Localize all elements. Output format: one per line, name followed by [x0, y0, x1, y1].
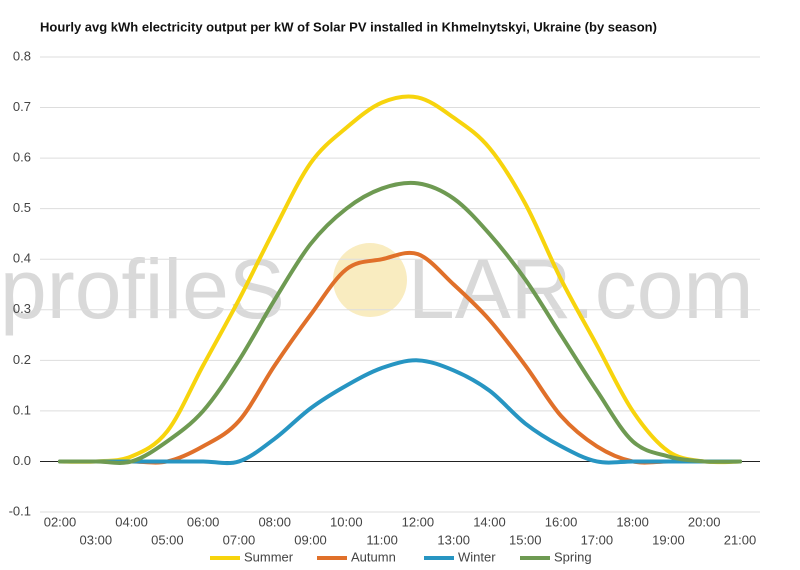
watermark: profileS: [0, 242, 285, 336]
x-tick-label: 06:00: [187, 514, 220, 529]
y-tick-label: 0.5: [13, 200, 31, 215]
x-tick-label: 13:00: [437, 532, 470, 547]
y-tick-label: 0.7: [13, 99, 31, 114]
x-tick-label: 17:00: [581, 532, 614, 547]
legend-label: Autumn: [351, 549, 396, 564]
y-tick-label: 0.8: [13, 48, 31, 63]
legend-label: Summer: [244, 549, 294, 564]
x-tick-label: 20:00: [688, 514, 721, 529]
series-line: [58, 180, 742, 465]
chart-title: Hourly avg kWh electricity output per kW…: [40, 19, 657, 34]
y-tick-label: 0.6: [13, 150, 31, 165]
x-tick-label: 07:00: [223, 532, 256, 547]
y-tick-label: 0.4: [13, 251, 31, 266]
watermark: LAR.com: [408, 242, 753, 336]
x-tick-label: 02:00: [44, 514, 77, 529]
x-tick-label: 14:00: [473, 514, 506, 529]
x-tick-label: 21:00: [724, 532, 757, 547]
y-tick-label: 0.3: [13, 301, 31, 316]
x-tick-label: 05:00: [151, 532, 184, 547]
x-tick-label: 08:00: [258, 514, 291, 529]
series-line: [58, 358, 742, 466]
x-tick-label: 19:00: [652, 532, 685, 547]
y-tick-label: 0.2: [13, 352, 31, 367]
legend-label: Spring: [554, 549, 592, 564]
series-line: [58, 94, 742, 465]
x-tick-label: 16:00: [545, 514, 578, 529]
x-tick-label: 03:00: [80, 532, 113, 547]
watermark-sun: [333, 243, 407, 317]
y-tick-label: 0.1: [13, 402, 31, 417]
x-tick-label: 11:00: [366, 532, 398, 547]
x-tick-label: 04:00: [115, 514, 148, 529]
x-tick-label: 10:00: [330, 514, 363, 529]
x-tick-label: 09:00: [294, 532, 327, 547]
legend-label: Winter: [458, 549, 496, 564]
x-tick-label: 15:00: [509, 532, 542, 547]
x-tick-label: 18:00: [616, 514, 649, 529]
y-tick-label: -0.1: [9, 503, 31, 518]
y-tick-label: 0.0: [13, 453, 31, 468]
x-tick-label: 12:00: [402, 514, 435, 529]
